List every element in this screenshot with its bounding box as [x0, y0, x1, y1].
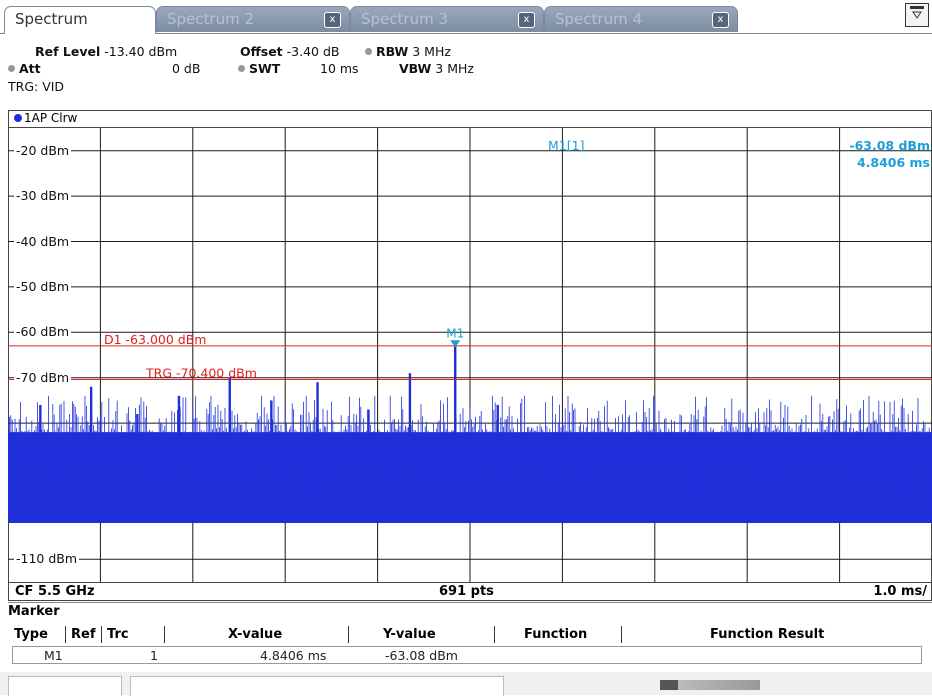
marker-table: [8, 602, 932, 671]
tab-label: Spectrum: [15, 10, 88, 28]
tab-spectrum-4[interactable]: Spectrum 4 x: [544, 6, 738, 32]
col-type: Type: [14, 627, 48, 642]
col-separator: [621, 626, 622, 643]
attenuation: Att: [8, 61, 41, 76]
offset: Offset -3.40 dB: [240, 44, 340, 59]
coupling-dot-icon: [365, 48, 372, 55]
center-frequency: CF 5.5 GHz: [15, 584, 95, 599]
marker-group: M1: [446, 326, 464, 348]
trace-label: 1AP Clrw: [24, 111, 78, 125]
col-function: Function: [524, 627, 588, 642]
y-tick-label: -60 dBm: [14, 324, 72, 340]
noise-spikes: [8, 395, 932, 523]
pulse-trace: [39, 346, 499, 437]
status-field: [8, 676, 122, 696]
marker-readout-name: M1[1]: [548, 138, 585, 153]
y-tick-label: -30 dBm: [14, 188, 72, 204]
coupling-dot-icon: [8, 65, 15, 72]
marker-readout-x: 4.8406 ms: [856, 155, 930, 170]
trace-header: 1AP Clrw: [8, 110, 932, 128]
y-tick-label: -110 dBm: [14, 551, 80, 567]
status-message-field: [130, 676, 504, 696]
status-bar: [0, 672, 932, 696]
y-tick-label: -20 dBm: [14, 142, 72, 158]
ref-level: Ref Level -13.40 dBm: [35, 44, 178, 59]
col-separator: [494, 626, 495, 643]
col-function-result: Function Result: [710, 627, 825, 642]
tab-spectrum-3[interactable]: Spectrum 3 x: [350, 6, 544, 32]
tab-label: Spectrum 2: [167, 10, 254, 28]
y-tick-label: -70 dBm: [14, 369, 72, 385]
spectrum-plot[interactable]: D1 -63.000 dBm TRG -70.400 dBm M1: [8, 128, 932, 582]
tab-label: Spectrum 3: [361, 10, 448, 28]
col-y-value: Y-value: [383, 627, 436, 642]
tab-divider: [0, 33, 932, 34]
col-separator: [348, 626, 349, 643]
diagram-footer: CF 5.5 GHz 691 pts 1.0 ms/: [8, 582, 932, 601]
marker-m1-icon: [450, 340, 461, 348]
col-ref: Ref: [71, 627, 96, 642]
y-tick-label: -50 dBm: [14, 278, 72, 294]
trace-color-icon: [14, 114, 22, 122]
trigger-label: TRG: VID: [8, 79, 65, 94]
noise-trace: [8, 395, 932, 523]
progress-indicator: [660, 680, 760, 690]
points-count: 691 pts: [439, 584, 494, 599]
row-x-value: 4.8406 ms: [260, 648, 327, 663]
col-separator: [101, 626, 102, 643]
coupling-dot-icon: [238, 65, 245, 72]
table-row[interactable]: [12, 646, 922, 664]
row-trc: 1: [150, 648, 158, 663]
col-separator: [65, 626, 66, 643]
tab-spectrum[interactable]: Spectrum: [4, 6, 156, 34]
sweep-time-value: 10 ms: [320, 61, 359, 76]
marker-readout-y: -63.08 dBm: [849, 138, 930, 153]
vbw: VBW 3 MHz: [399, 61, 474, 76]
marker-m1-label: M1: [446, 326, 464, 340]
close-icon[interactable]: x: [518, 12, 535, 28]
row-type: M1: [44, 648, 63, 663]
tab-spectrum-2[interactable]: Spectrum 2 x: [156, 6, 350, 32]
x-scale: 1.0 ms/: [873, 584, 927, 599]
tab-bar: Spectrum Spectrum 2 x Spectrum 3 x Spect…: [0, 0, 932, 34]
attenuation-value: 0 dB: [172, 61, 201, 76]
marker-table-title: Marker: [8, 604, 60, 619]
col-x-value: X-value: [228, 627, 283, 642]
row-y-value: -63.08 dBm: [385, 648, 458, 663]
sweep-time: SWT: [238, 61, 280, 76]
col-separator: [164, 626, 165, 643]
y-tick-label: -40 dBm: [14, 233, 72, 249]
line-label-d1: D1 -63.000 dBm: [104, 332, 206, 347]
reference-lines: D1 -63.000 dBm TRG -70.400 dBm: [8, 332, 932, 381]
close-icon[interactable]: x: [712, 12, 729, 28]
line-label-trg: TRG -70.400 dBm: [145, 366, 257, 381]
tab-label: Spectrum 4: [555, 10, 642, 28]
close-icon[interactable]: x: [324, 12, 341, 28]
rbw: RBW 3 MHz: [365, 44, 451, 59]
col-trc: Trc: [107, 627, 129, 642]
display-config-icon[interactable]: [905, 3, 929, 27]
